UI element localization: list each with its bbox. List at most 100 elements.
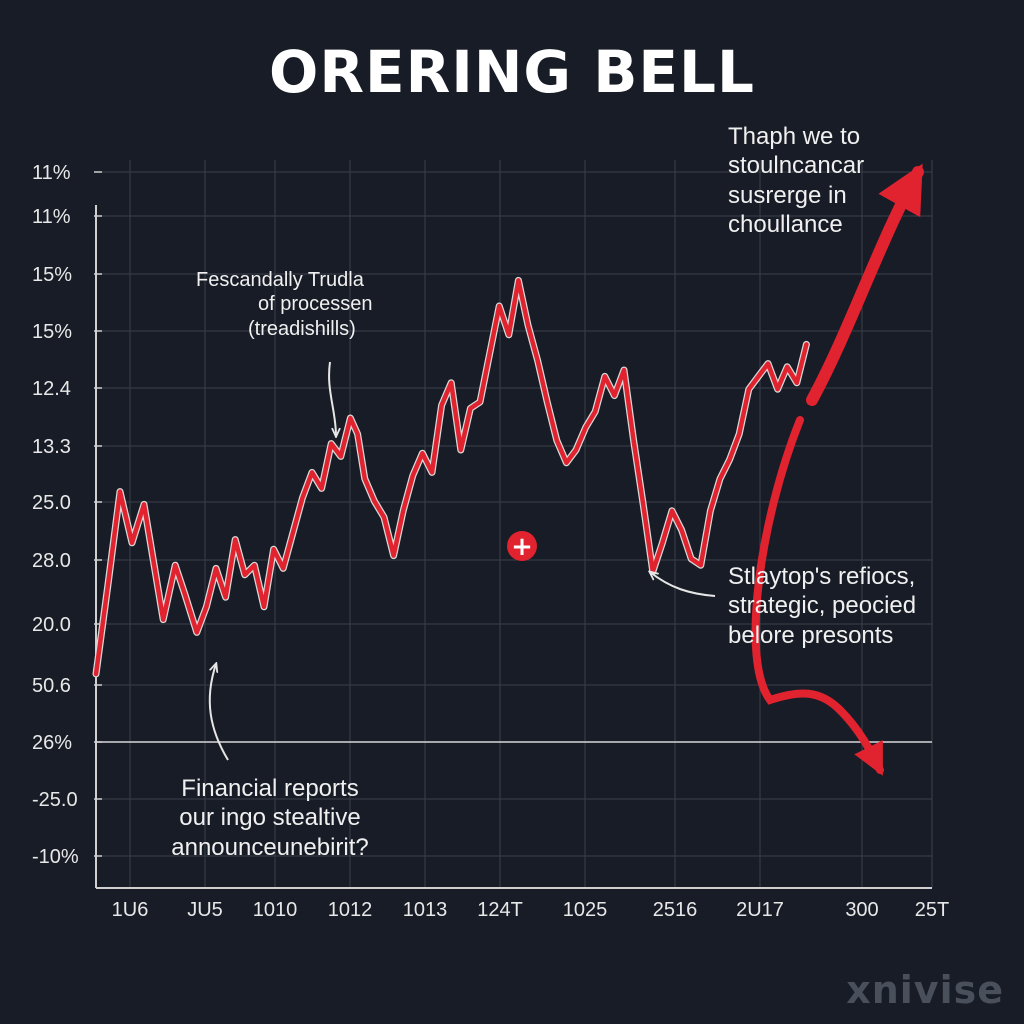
annotation-line: strategic, peocied [728, 592, 917, 620]
data-point [776, 387, 780, 391]
chart-markers: + [507, 531, 537, 562]
annotation-line: stoulncancar [728, 152, 865, 180]
y-tick-label: 12.4 [32, 378, 71, 400]
data-point [641, 502, 645, 506]
data-point [195, 630, 199, 635]
data-point [795, 381, 799, 385]
data-point [507, 333, 511, 337]
data-point [300, 496, 304, 500]
data-point [411, 474, 415, 478]
data-point [516, 278, 521, 282]
data-point [468, 406, 472, 410]
price-series [92, 276, 810, 678]
x-axis-ticks: 1U6 JU5 1010 1012 1013 124T 1025 2516 2U17 300 25T [112, 899, 950, 921]
x-tick-label: 124T [477, 899, 523, 921]
data-point [737, 432, 741, 436]
chart-axes [95, 205, 932, 889]
trend-arrow-up [806, 163, 924, 406]
annotation-line: (treadishills) [248, 317, 356, 340]
data-point [94, 672, 98, 676]
pointer-arrow [208, 664, 229, 761]
data-point [584, 426, 588, 430]
x-tick-label: 1025 [563, 899, 608, 921]
data-point [183, 592, 187, 596]
data-point [555, 438, 559, 442]
data-point [224, 595, 228, 599]
annotation-top-left: Fescandally Trudla of processen (treadis… [196, 268, 406, 341]
annotation-line: our ingo stealtive [179, 804, 361, 832]
annotation-line: choullance [728, 210, 843, 238]
watermark-logo: xnivise [846, 968, 1004, 1012]
data-point [449, 381, 453, 385]
data-point [660, 541, 665, 545]
data-point [291, 531, 295, 535]
data-point [564, 461, 569, 465]
data-point [118, 490, 122, 494]
data-point [243, 573, 247, 577]
x-tick-label: 25T [915, 899, 949, 921]
x-tick-label: JU5 [187, 899, 223, 921]
data-point [382, 515, 386, 519]
y-tick-label: 25.0 [32, 492, 71, 514]
y-tick-label: 50.6 [32, 675, 71, 697]
data-point [320, 486, 324, 490]
data-point [574, 448, 578, 452]
y-tick-label: 15% [32, 264, 72, 286]
plus-icon: + [511, 532, 533, 562]
annotation-line: Fescandally Trudla [196, 269, 364, 291]
y-tick-label: 26% [32, 732, 72, 754]
data-point [356, 432, 360, 436]
data-point [670, 509, 674, 513]
data-point [526, 323, 530, 327]
y-tick-label: 15% [32, 321, 72, 343]
data-point [262, 605, 266, 609]
annotation-line: susrerge in [728, 181, 847, 209]
y-tick-label: -25.0 [32, 789, 78, 811]
data-point [130, 541, 134, 545]
data-point [459, 448, 463, 452]
y-tick-label: 11% [32, 206, 71, 228]
plus-marker [507, 531, 537, 561]
data-point [173, 563, 177, 567]
data-point [497, 304, 501, 308]
data-point [363, 477, 367, 481]
data-point [708, 509, 713, 513]
data-point [233, 538, 237, 542]
x-tick-label: 1013 [403, 899, 448, 921]
data-point [622, 368, 626, 372]
pointer-arrow [650, 572, 716, 597]
data-point [161, 618, 165, 622]
data-point [699, 563, 703, 567]
data-point [106, 582, 110, 587]
x-tick-label: 1U6 [112, 899, 149, 921]
data-point [545, 400, 549, 404]
data-point [372, 499, 376, 503]
data-point [401, 509, 405, 513]
data-point [612, 394, 617, 398]
data-point [728, 458, 732, 462]
data-point [718, 477, 722, 481]
data-point [329, 442, 333, 446]
data-point [804, 342, 809, 346]
data-point [420, 451, 424, 455]
data-point [766, 362, 770, 366]
data-point [488, 352, 492, 356]
y-tick-label: -10% [32, 846, 79, 868]
x-tick-label: 300 [845, 899, 878, 921]
y-tick-label: 28.0 [32, 550, 71, 572]
data-point [603, 374, 607, 378]
data-point [785, 365, 789, 369]
annotation-line: Financial reports [181, 775, 359, 802]
data-point [204, 605, 208, 609]
data-point [272, 547, 276, 551]
data-point [440, 403, 444, 407]
annotation-top-right: Thaph we to stoulncancar susrerge in cho… [728, 122, 948, 239]
series-line [93, 278, 809, 677]
data-point [152, 560, 156, 564]
annotation-mid-right: Stlaytop's refiocs, strategic, peocied b… [728, 562, 1008, 650]
y-tick-label: 13.3 [32, 436, 71, 458]
x-tick-label: 1012 [328, 899, 373, 921]
data-point [632, 438, 636, 442]
data-point [689, 557, 693, 561]
